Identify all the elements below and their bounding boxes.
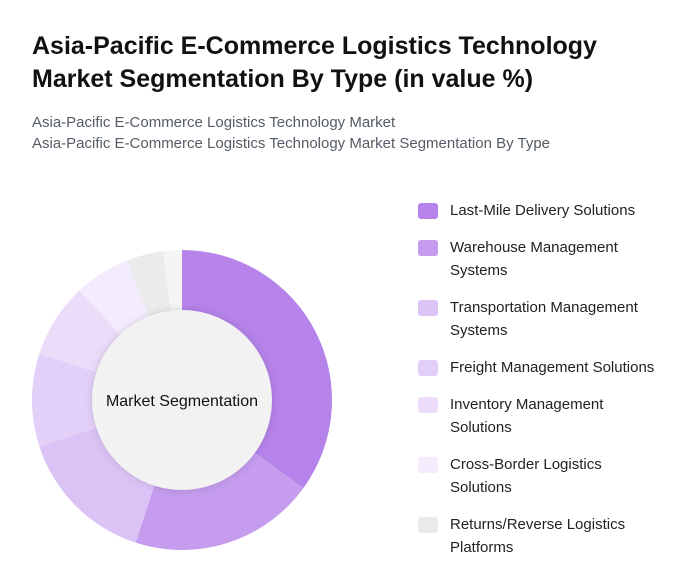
legend-label: Freight Management Solutions <box>450 359 655 376</box>
legend-label: Last-Mile Delivery Solutions <box>450 202 636 219</box>
chart-subtitle-2: Asia-Pacific E-Commerce Logistics Techno… <box>32 135 551 152</box>
legend-label: Warehouse Management Systems <box>450 239 618 279</box>
legend-item[interactable]: Last-Mile Delivery Solutions <box>418 199 688 222</box>
legend-swatch <box>418 300 438 316</box>
donut-chart: Market Segmentation <box>32 250 332 550</box>
legend-label: Transportation Management Systems <box>450 299 638 339</box>
chart-subtitle-1: Asia-Pacific E-Commerce Logistics Techno… <box>32 114 396 131</box>
legend-swatch <box>418 397 438 413</box>
legend-item[interactable]: Inventory Management Solutions <box>418 393 688 439</box>
legend-label: Returns/Reverse Logistics Platforms <box>450 516 626 556</box>
legend-swatch <box>418 457 438 473</box>
legend-swatch <box>418 517 438 533</box>
chart-title: Asia-Pacific E-Commerce Logistics Techno… <box>32 32 597 93</box>
legend-item[interactable]: Returns/Reverse Logistics Platforms <box>418 513 688 559</box>
legend-item[interactable]: Warehouse Management Systems <box>418 236 688 282</box>
legend-item[interactable]: Cross-Border Logistics Solutions <box>418 453 688 499</box>
legend-swatch <box>418 240 438 256</box>
legend-label: Inventory Management Solutions <box>450 396 604 436</box>
legend-item[interactable]: Freight Management Solutions <box>418 356 688 379</box>
legend-label: Cross-Border Logistics Solutions <box>450 456 602 496</box>
legend: Last-Mile Delivery Solutions Warehouse Ma… <box>418 199 688 573</box>
legend-swatch <box>418 360 438 376</box>
legend-item[interactable]: Transportation Management Systems <box>418 296 688 342</box>
center-label: Market Segmentation <box>106 393 258 410</box>
legend-swatch <box>418 203 438 219</box>
donut-center <box>92 310 272 490</box>
